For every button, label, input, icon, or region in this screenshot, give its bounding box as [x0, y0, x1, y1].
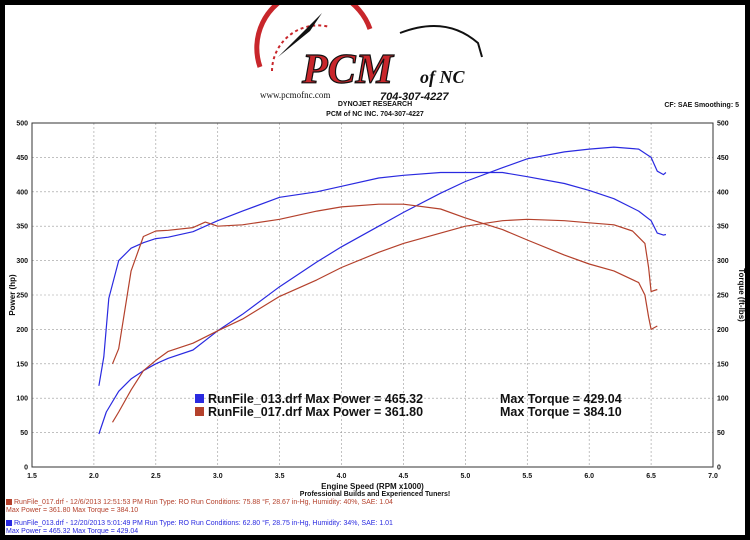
y-left-tick-label: 450 [16, 155, 28, 162]
y-axis-right-label: Torque (ft-lbs) [737, 268, 745, 322]
logo-website: www.pcmofnc.com [260, 90, 330, 100]
x-tick-label: 5.0 [460, 473, 470, 480]
x-tick-label: 2.0 [89, 473, 99, 480]
dyno-report: PCM of NC 704-307-4227 www.pcmofnc.com D… [5, 5, 745, 535]
y-right-tick-label: 350 [717, 224, 729, 231]
y-right-tick-label: 100 [717, 396, 729, 403]
series-line-power [111, 218, 658, 423]
run-013-header: RunFile_013.drf - 12/20/2013 5:01:49 PM … [14, 520, 393, 527]
report-shop: PCM of NC INC. 704-307-4227 [326, 111, 424, 118]
y-left-tick-label: 400 [16, 189, 28, 196]
series-line-torque [111, 203, 658, 365]
x-tick-label: 4.5 [399, 473, 409, 480]
x-tick-label: 6.0 [584, 473, 594, 480]
x-tick-label: 3.5 [275, 473, 285, 480]
legend-torque-text: Max Torque = 384.10 [500, 405, 622, 419]
logo-suffix: of NC [420, 67, 465, 87]
legend-power-text: RunFile_017.drf Max Power = 361.80 [208, 405, 423, 419]
y-left-tick-label: 50 [20, 430, 28, 437]
x-tick-label: 7.0 [708, 473, 718, 480]
y-left-tick-label: 150 [16, 361, 28, 368]
y-right-tick-label: 0 [717, 465, 721, 472]
y-left-tick-label: 200 [16, 327, 28, 334]
legend-swatch [195, 407, 204, 416]
x-tick-label: 4.0 [337, 473, 347, 480]
y-left-tick-label: 300 [16, 258, 28, 265]
legend-swatch [195, 394, 204, 403]
x-tick-label: 2.5 [151, 473, 161, 480]
x-axis-label: Engine Speed (RPM x1000) [321, 482, 424, 491]
x-tick-label: 6.5 [646, 473, 656, 480]
y-right-tick-label: 250 [717, 293, 729, 300]
y-right-tick-label: 50 [717, 430, 725, 437]
series-line-torque [98, 171, 667, 386]
logo-wordmark: PCM [301, 47, 395, 93]
dyno-chart: 1.5 2.0 2.5 3.0 3.5 4.0 4.5 5.0 5.5 6.0 6.5 7.00 050… [8, 121, 745, 492]
y-left-tick-label: 100 [16, 396, 28, 403]
run-013-swatch [6, 520, 12, 526]
y-right-tick-label: 400 [717, 189, 729, 196]
y-left-tick-label: 350 [16, 224, 28, 231]
y-left-tick-label: 500 [16, 121, 28, 128]
run-017-swatch [6, 499, 12, 505]
x-tick-label: 5.5 [522, 473, 532, 480]
y-right-tick-label: 450 [717, 155, 729, 162]
y-left-tick-label: 0 [24, 465, 28, 472]
run-info-013: RunFile_013.drf - 12/20/2013 5:01:49 PM … [6, 520, 393, 535]
y-right-tick-label: 200 [717, 327, 729, 334]
run-013-stats: Max Power = 465.32 Max Torque = 429.04 [6, 528, 139, 535]
logo-phone: 704-307-4227 [380, 91, 449, 103]
footer-tagline: Professional Builds and Experienced Tune… [299, 491, 451, 498]
y-right-tick-label: 150 [717, 361, 729, 368]
x-tick-label: 1.5 [27, 473, 37, 480]
y-right-tick-label: 300 [717, 258, 729, 265]
run-017-stats: Max Power = 361.80 Max Torque = 384.10 [6, 507, 139, 514]
legend-power-text: RunFile_013.drf Max Power = 465.32 [208, 392, 423, 406]
x-tick-label: 3.0 [213, 473, 223, 480]
y-left-tick-label: 250 [16, 293, 28, 300]
series-line-power [98, 146, 667, 435]
report-settings: CF: SAE Smoothing: 5 [664, 102, 739, 109]
run-info-017: RunFile_017.drf - 12/6/2013 12:51:53 PM … [6, 499, 393, 515]
pcm-logo: PCM of NC 704-307-4227 www.pcmofnc.com [254, 5, 483, 103]
y-right-tick-label: 500 [717, 121, 729, 128]
y-axis-left-label: Power (hp) [8, 274, 17, 316]
legend-torque-text: Max Torque = 429.04 [500, 392, 622, 406]
run-017-header: RunFile_017.drf - 12/6/2013 12:51:53 PM … [14, 499, 393, 506]
report-company: DYNOJET RESEARCH [337, 101, 413, 108]
